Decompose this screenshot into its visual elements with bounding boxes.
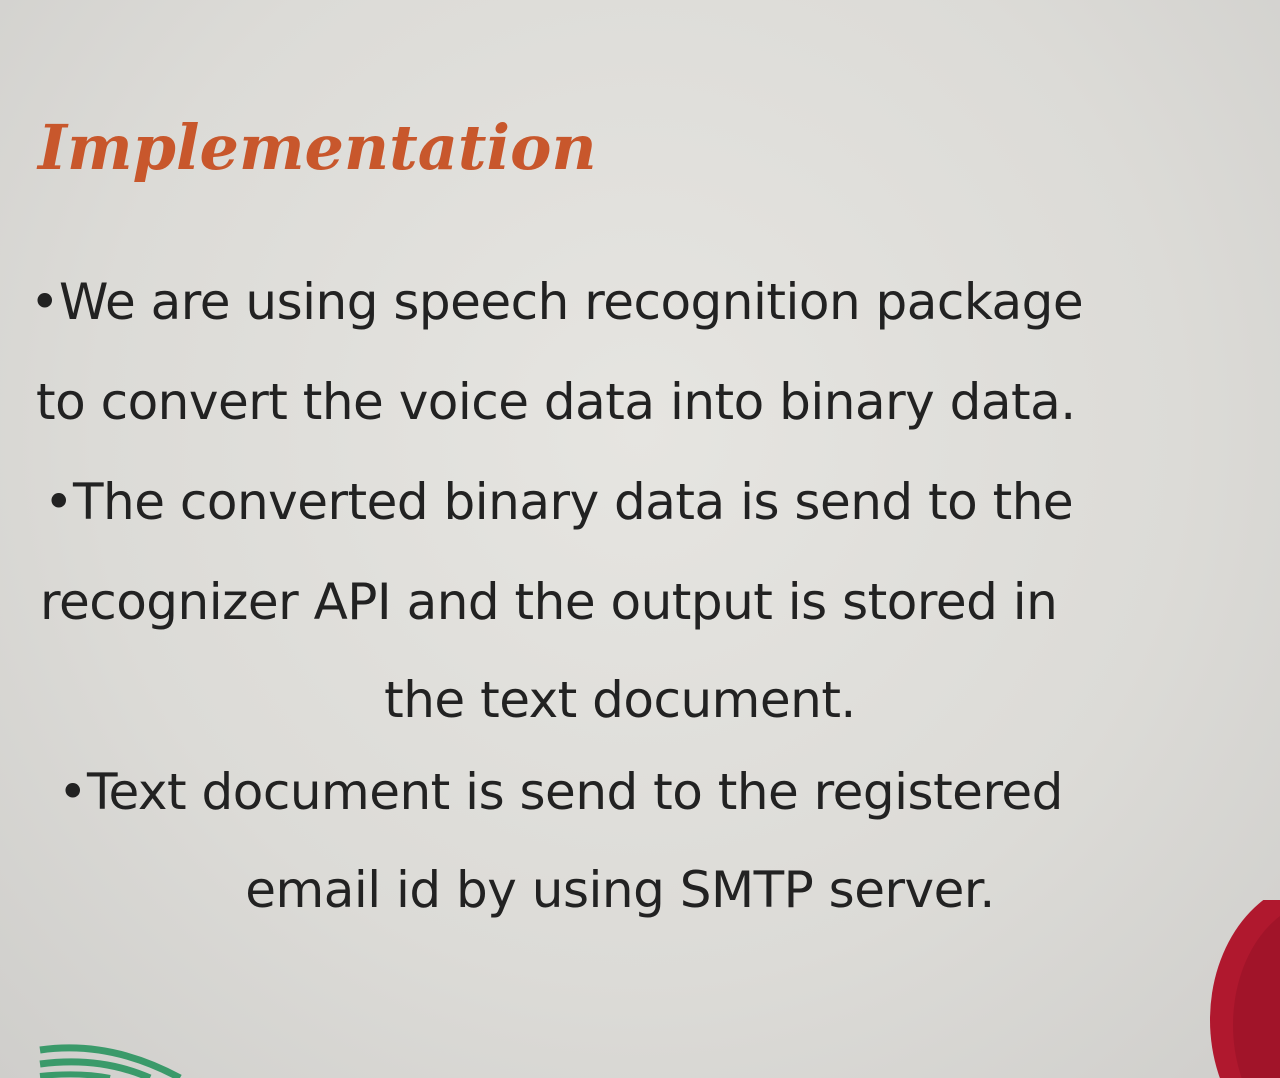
bullet-2-line-1: •The converted binary data is send to th…	[44, 473, 1074, 531]
slide-title: Implementation	[38, 111, 597, 184]
decorative-green-arcs-icon	[39, 1044, 182, 1078]
bullet-3-line-1: •Text document is send to the registered	[58, 763, 1063, 821]
bullet-2-line-3: the text document.	[384, 671, 856, 729]
bullet-3-line-2: email id by using SMTP server.	[245, 861, 995, 919]
bullet-2-line-2: recognizer API and the output is stored …	[40, 573, 1058, 631]
bullet-1-line-2: to convert the voice data into binary da…	[36, 373, 1076, 431]
bullet-1-line-1: •We are using speech recognition package	[30, 273, 1084, 331]
decorative-red-shape-icon	[1210, 900, 1280, 1078]
